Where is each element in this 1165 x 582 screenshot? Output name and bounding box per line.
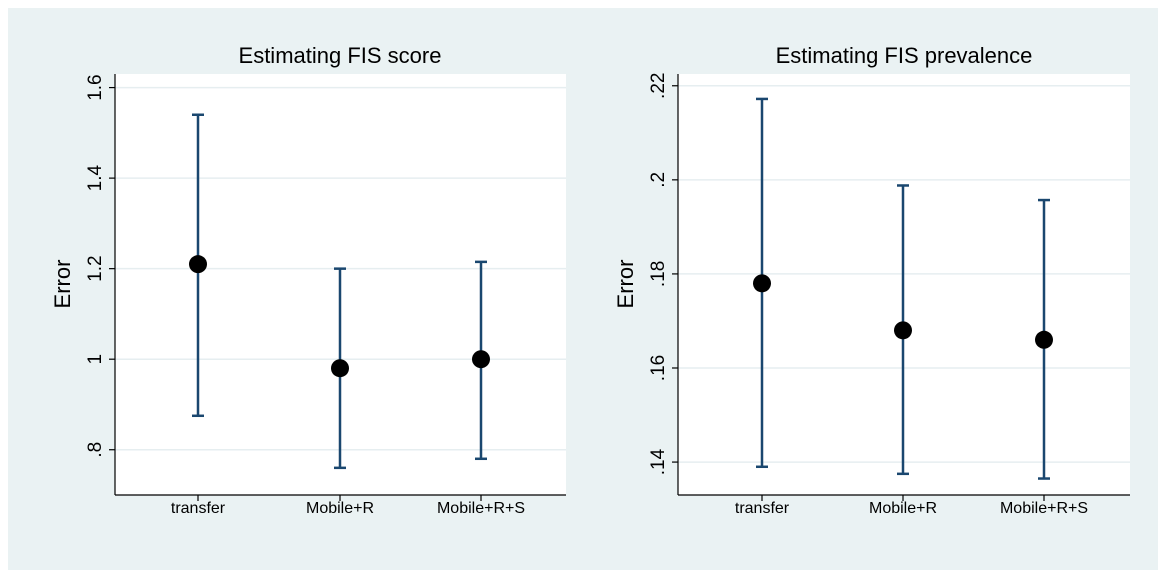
point-estimate	[753, 274, 771, 293]
y-tick-label: .22	[648, 73, 669, 99]
point-estimate	[1035, 330, 1053, 349]
point-estimate	[331, 359, 349, 378]
x-tick-label: Mobile+R	[306, 500, 374, 517]
x-tick-label: transfer	[171, 500, 226, 517]
x-tick-label: Mobile+R+S	[1000, 500, 1088, 517]
data-marks	[189, 113, 490, 470]
point-estimate	[189, 255, 207, 274]
axes: .8 1 1.2 1.4 1.6 transfer Mobile+R Mobile+R+S	[85, 74, 566, 517]
x-tick-label: transfer	[735, 500, 790, 517]
x-tick-label: Mobile+R+S	[437, 500, 525, 517]
point-estimate	[472, 350, 490, 369]
data-marks	[753, 97, 1053, 480]
y-tick-label: .16	[648, 355, 669, 381]
y-tick-label: .18	[648, 261, 669, 287]
y-tick-label: 1.6	[85, 74, 106, 100]
panel-fis-prevalence: Estimating FIS prevalence .14 .16 .18 .2 .22…	[613, 43, 1130, 517]
y-tick-label: 1.2	[85, 255, 106, 281]
x-tick-label: Mobile+R	[869, 500, 937, 517]
y-tick-label: .14	[648, 448, 669, 475]
axes: .14 .16 .18 .2 .22 transfer Mobile+R Mobile+R+S	[648, 73, 1130, 517]
y-tick-label: 1	[85, 354, 106, 365]
y-axis-label: Error	[50, 260, 75, 309]
y-tick-label: .8	[85, 442, 106, 458]
panel-title: Estimating FIS prevalence	[776, 43, 1033, 68]
panel-title: Estimating FIS score	[239, 43, 442, 68]
y-tick-label: 1.4	[85, 164, 106, 191]
y-tick-label: .2	[648, 172, 669, 188]
y-axis-label: Error	[613, 260, 638, 309]
panel-fis-score: Estimating FIS score .8 1 1.2 1.4 1.6 transfe…	[50, 43, 566, 517]
point-estimate	[894, 321, 912, 340]
